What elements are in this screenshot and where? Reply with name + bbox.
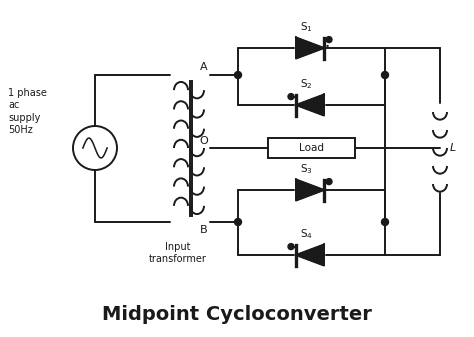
Text: S$_4$: S$_4$ xyxy=(300,227,312,241)
Circle shape xyxy=(235,71,241,79)
Polygon shape xyxy=(296,94,324,116)
Polygon shape xyxy=(296,245,324,266)
Text: 1 phase
ac
supply
50Hz: 1 phase ac supply 50Hz xyxy=(8,88,47,135)
Text: L: L xyxy=(450,143,456,153)
Circle shape xyxy=(382,71,389,79)
Text: Midpoint Cycloconverter: Midpoint Cycloconverter xyxy=(102,305,372,324)
Text: S$_1$: S$_1$ xyxy=(300,20,312,34)
Text: S$_2$: S$_2$ xyxy=(300,77,312,91)
Polygon shape xyxy=(296,37,324,59)
Circle shape xyxy=(288,244,294,250)
Polygon shape xyxy=(296,180,324,201)
Circle shape xyxy=(288,94,294,100)
Circle shape xyxy=(326,37,332,42)
Circle shape xyxy=(382,218,389,225)
Text: B: B xyxy=(201,225,208,235)
Circle shape xyxy=(326,179,332,185)
Text: Load: Load xyxy=(299,143,324,153)
Text: $\bullet$: $\bullet$ xyxy=(324,39,330,49)
FancyBboxPatch shape xyxy=(268,138,355,158)
Circle shape xyxy=(235,218,241,225)
Text: A: A xyxy=(201,62,208,72)
Text: S$_3$: S$_3$ xyxy=(300,162,312,176)
Text: Input
transformer: Input transformer xyxy=(149,242,207,264)
Text: O: O xyxy=(199,136,208,146)
